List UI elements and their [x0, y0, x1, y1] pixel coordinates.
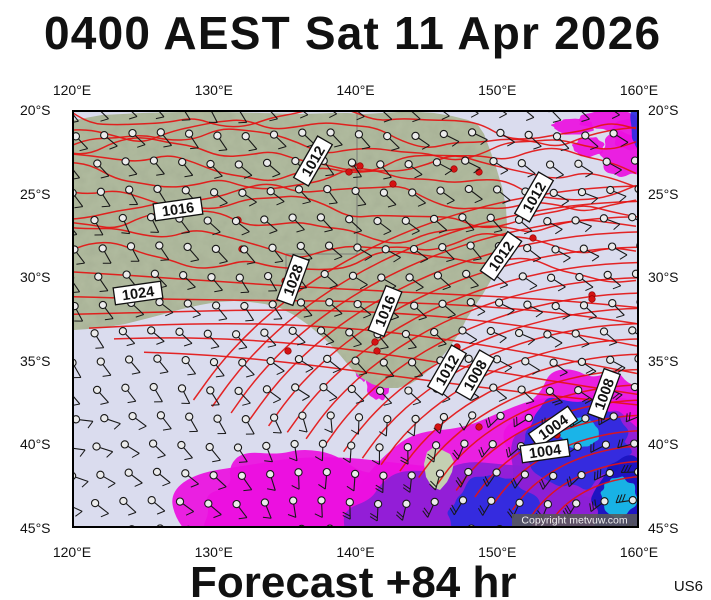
- svg-text:Copyright metvuw.com: Copyright metvuw.com: [521, 515, 627, 527]
